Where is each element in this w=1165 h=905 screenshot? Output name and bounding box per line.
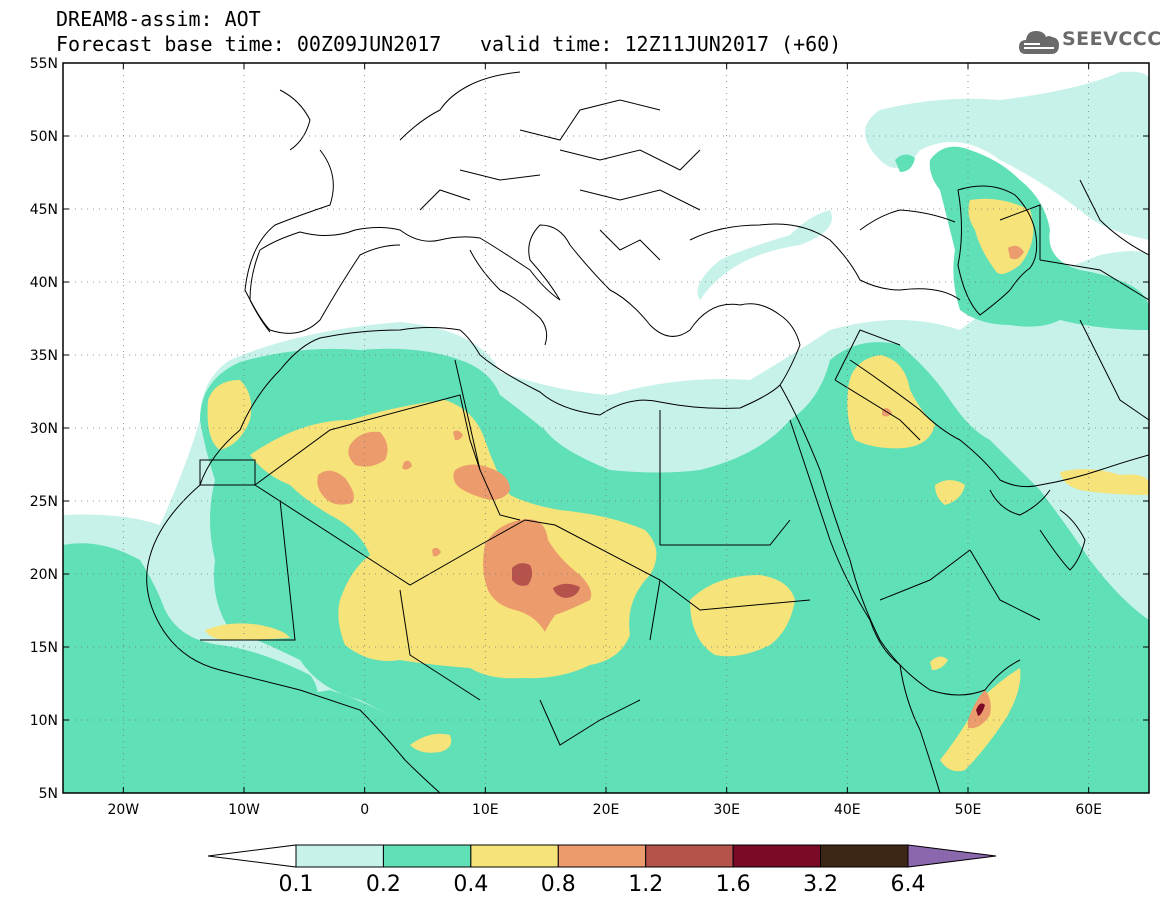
lat-label: 35N [30,348,58,364]
lat-label: 10N [30,713,58,729]
product-title: DREAM8-assim: AOT [56,7,261,31]
colorbar-box [470,844,559,868]
colorbar-box [645,844,734,868]
lon-label: 20W [107,802,139,818]
coastlines [146,71,1149,793]
colorbar-label: 1.6 [716,872,751,897]
lat-label: 5N [39,786,58,802]
lon-label: 10W [228,802,260,818]
lon-label: 0 [360,802,369,818]
aot-contours [63,71,1149,793]
colorbar-label: 3.2 [803,872,838,897]
country-borders [199,99,1149,746]
gridlines [63,63,1149,793]
colorbar-box [295,844,384,868]
colorbar-box [732,844,822,868]
aot-colorbar: 0.1 0.2 0.4 0.8 1.2 1.6 3.2 6.4 [207,844,997,897]
longitude-labels: 20W 10W 0 10E 20E 30E 40E 50E 60E [107,802,1102,818]
colorbar-label: 0.4 [453,872,488,897]
map-ticks [63,62,1149,794]
lon-label: 40E [834,802,861,818]
lon-label: 20E [593,802,620,818]
valid-time: valid time: 12Z11JUN2017 (+60) [480,32,842,56]
colorbar-box [382,844,472,868]
lon-label: 60E [1075,802,1102,818]
aot-class-0-8 [317,245,1024,729]
colorbar-label: 0.2 [366,872,401,897]
colorbar-box [820,844,909,868]
colorbar-lower-arrow [207,844,297,868]
lon-label: 50E [955,802,982,818]
lat-label: 55N [30,56,58,72]
lat-label: 15N [30,640,58,656]
lon-label: 10E [472,802,499,818]
colorbar-label: 0.8 [541,872,576,897]
colorbar-upper-arrow [907,844,997,868]
latitude-labels: 55N 50N 45N 40N 35N 30N 25N 20N 15N 10N 5N [30,56,58,802]
lat-label: 20N [30,567,58,583]
aot-class-1-6 [976,703,985,716]
lat-label: 25N [30,494,58,510]
base-time: Forecast base time: 00Z09JUN2017 [56,32,442,56]
lat-label: 40N [30,275,58,291]
aot-class-1-2 [512,563,580,598]
cloud-icon [1019,31,1059,54]
lat-label: 30N [30,421,58,437]
lat-label: 50N [30,129,58,145]
logo-text: SEEVCCC [1062,28,1162,50]
seevccc-logo: SEEVCCC [1018,24,1161,58]
colorbar-label: 1.2 [628,872,663,897]
colorbar-label: 0.1 [279,872,314,897]
lon-label: 30E [713,802,740,818]
colorbar-label: 6.4 [891,872,926,897]
colorbar-box [557,844,647,868]
lat-label: 45N [30,202,58,218]
